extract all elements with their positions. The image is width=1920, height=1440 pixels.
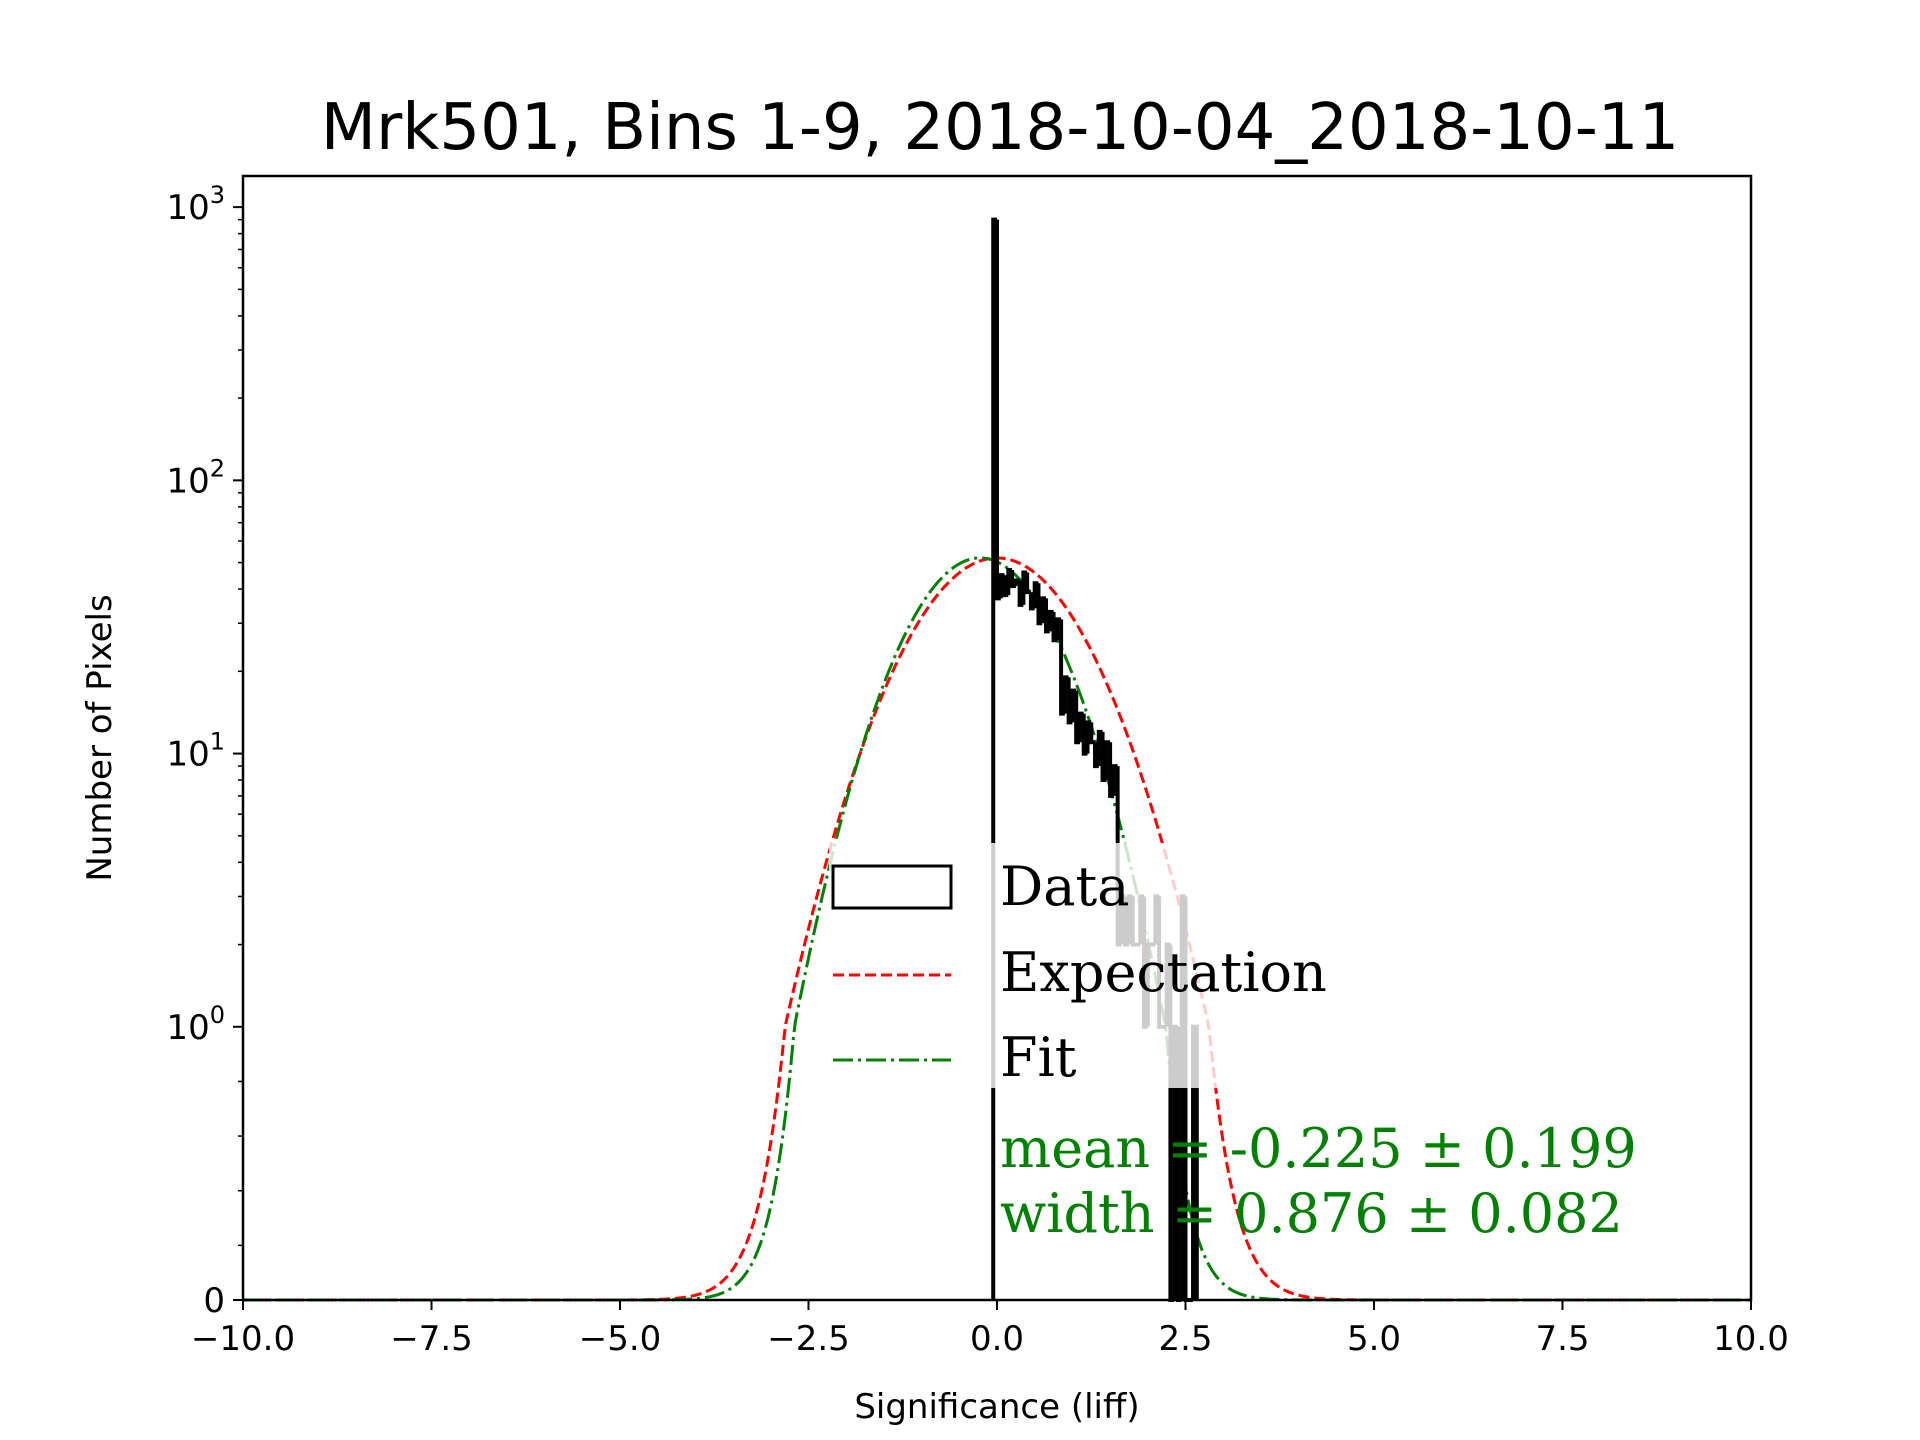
y-tick-label: 100 [166, 1001, 225, 1048]
y-axis-label: Number of Pixels [80, 594, 120, 881]
x-tick-label: 5.0 [1347, 1319, 1401, 1359]
x-tick-label: −2.5 [767, 1319, 850, 1359]
y-axis-ticks: 0 100 101 102 103 [166, 181, 243, 1321]
legend-background [829, 843, 1329, 1088]
histogram-bin [995, 219, 1001, 601]
x-axis-ticks: −10.0 −7.5 −5.0 −2.5 0.0 2.5 5.0 7.5 10.0 [191, 1300, 1789, 1359]
x-tick-label: 7.5 [1535, 1319, 1589, 1359]
x-tick-label: 0.0 [970, 1319, 1024, 1359]
y-tick-label: 102 [166, 454, 225, 501]
y-tick-label: 101 [166, 728, 225, 775]
legend-label-fit: Fit [1000, 1026, 1077, 1089]
legend-label-data: Data [1000, 855, 1129, 918]
x-tick-label: 2.5 [1158, 1319, 1212, 1359]
fit-width-annotation: width = 0.876 ± 0.082 [1000, 1182, 1623, 1245]
legend-marker-data [831, 864, 953, 910]
y-tick-label: 0 [203, 1281, 225, 1321]
x-tick-label: −10.0 [191, 1319, 295, 1359]
legend-label-expectation: Expectation [1000, 941, 1327, 1004]
x-tick-label: −5.0 [579, 1319, 662, 1359]
legend: Data Expectation Fit [829, 843, 1329, 1089]
y-tick-label: 103 [166, 181, 225, 228]
chart-title: Mrk501, Bins 1-9, 2018-10-04_2018-10-11 [321, 91, 1679, 165]
x-tick-label: −7.5 [390, 1319, 473, 1359]
x-tick-label: 10.0 [1713, 1319, 1789, 1359]
x-axis-label: Significance (liff) [854, 1387, 1139, 1427]
fit-mean-annotation: mean = -0.225 ± 0.199 [1000, 1117, 1637, 1180]
histogram-bin [1025, 572, 1031, 595]
